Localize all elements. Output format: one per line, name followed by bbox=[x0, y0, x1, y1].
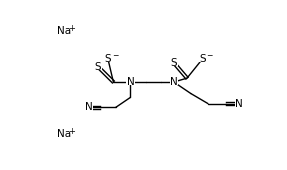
Bar bbox=[170, 79, 178, 86]
Text: Na: Na bbox=[57, 129, 71, 139]
Text: N: N bbox=[85, 102, 92, 112]
Text: −: − bbox=[206, 51, 213, 60]
Text: S: S bbox=[170, 58, 177, 68]
Bar bbox=[94, 63, 102, 70]
Text: +: + bbox=[68, 127, 75, 136]
Text: +: + bbox=[68, 24, 75, 33]
Text: N: N bbox=[235, 99, 243, 109]
Bar bbox=[198, 55, 207, 62]
Text: S: S bbox=[94, 62, 101, 72]
Bar bbox=[84, 104, 93, 111]
Text: N: N bbox=[170, 77, 178, 87]
Text: N: N bbox=[127, 77, 134, 87]
Text: S: S bbox=[199, 54, 206, 64]
Text: −: − bbox=[112, 51, 118, 60]
Text: S: S bbox=[105, 54, 111, 64]
Bar bbox=[170, 59, 178, 66]
Bar bbox=[104, 55, 112, 62]
Bar bbox=[126, 79, 135, 86]
Text: Na: Na bbox=[57, 26, 71, 36]
Bar bbox=[235, 100, 243, 107]
